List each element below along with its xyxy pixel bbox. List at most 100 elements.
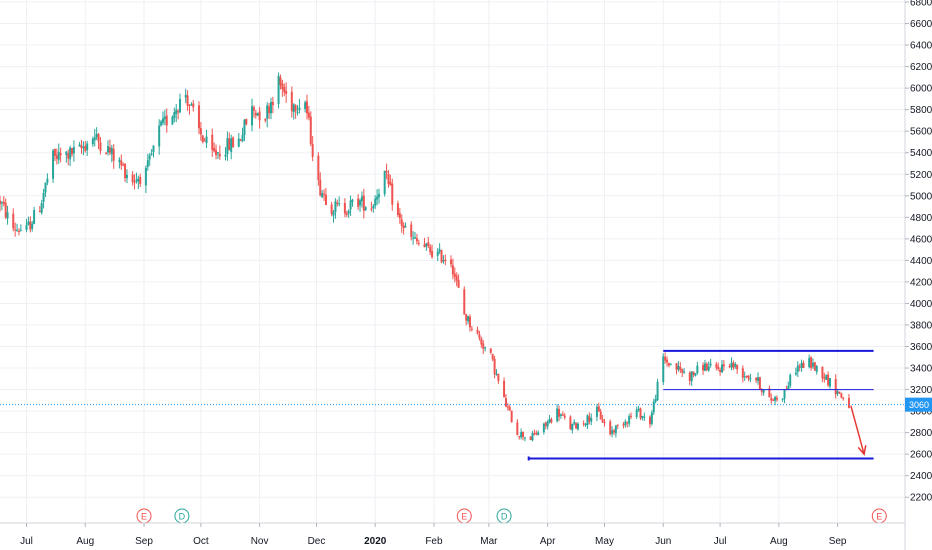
candle-body (290, 91, 293, 112)
candle-body (78, 144, 81, 147)
x-tick-label: Jul (714, 536, 727, 547)
candle-body (842, 397, 845, 399)
candle-body (796, 365, 799, 373)
candle-body (80, 145, 83, 149)
candle-body (491, 353, 494, 360)
candle-body (508, 406, 511, 411)
candle-body (25, 224, 28, 231)
candle-body (468, 316, 471, 328)
candle-body (643, 416, 646, 418)
y-tick-label: 3800 (910, 320, 932, 331)
candle-body (391, 183, 394, 205)
candle-body (548, 418, 551, 423)
candle-body (497, 373, 500, 381)
y-tick-label: 4000 (910, 299, 932, 310)
candle-body (14, 229, 17, 231)
candle-body (558, 409, 561, 417)
candle-body (840, 393, 843, 398)
candle-body (495, 373, 498, 376)
x-tick-label: Dec (308, 536, 326, 547)
candle-body (372, 206, 375, 209)
candle-body (762, 389, 765, 393)
candle-body (91, 138, 94, 145)
candle-body (556, 408, 559, 422)
candle-body (330, 204, 333, 214)
candle-body (732, 362, 735, 368)
candle-body (148, 155, 151, 160)
candle-body (277, 75, 280, 104)
candle-body (33, 210, 36, 225)
candle-body (72, 146, 75, 154)
candle-body (118, 159, 121, 162)
candle-body (400, 219, 403, 226)
candle-body (349, 200, 352, 210)
candle-body (584, 424, 587, 426)
candle-body (493, 358, 496, 375)
candle-body (476, 329, 479, 334)
candle-body (624, 421, 627, 426)
candle-body (343, 202, 346, 214)
candle-body (57, 151, 60, 160)
candle-body (535, 432, 538, 435)
candle-body (307, 112, 310, 118)
candle-body (31, 223, 34, 229)
candle-body (609, 421, 612, 435)
candle-body (478, 334, 481, 338)
candle-body (453, 273, 456, 277)
candle-body (781, 398, 784, 400)
y-tick-label: 6600 (910, 19, 932, 30)
candle-body (719, 369, 722, 373)
candle-body (506, 406, 509, 408)
candle-body (595, 406, 598, 417)
candle-body (112, 148, 115, 161)
candle-body (802, 362, 805, 368)
candle-body (425, 243, 428, 247)
candle-body (601, 419, 604, 423)
candle-body (825, 375, 828, 380)
candle-body (692, 371, 695, 375)
candle-body (745, 375, 748, 377)
candle-body (650, 412, 653, 424)
candle-body (783, 389, 786, 399)
candle-body (667, 363, 670, 366)
candle-body (415, 238, 418, 242)
candle-body (285, 90, 288, 94)
candle-body (144, 167, 147, 186)
candle-body (258, 111, 261, 121)
y-tick-label: 6200 (910, 62, 932, 73)
candle-body (345, 213, 348, 215)
event-marker-label: E (876, 512, 882, 522)
y-tick-label: 2200 (910, 493, 932, 504)
candle-body (736, 365, 739, 370)
candle-body (575, 423, 578, 429)
event-marker-label: E (141, 512, 147, 522)
candle-body (656, 381, 659, 400)
candle-body (503, 380, 506, 398)
candle-body (190, 104, 193, 106)
candle-body (319, 179, 322, 196)
candle-body (603, 422, 606, 424)
candle-body (82, 146, 85, 148)
candle-body (46, 178, 49, 183)
candle-body (364, 207, 367, 210)
candle-body (836, 391, 839, 394)
candle-body (65, 151, 68, 155)
candle-body (546, 421, 549, 427)
candle-body (516, 422, 519, 436)
y-tick-label: 5200 (910, 170, 932, 181)
candle-body (838, 391, 841, 394)
candle-body (27, 221, 30, 225)
y-tick-label: 2800 (910, 428, 932, 439)
candle-body (281, 83, 284, 90)
candle-body (480, 338, 483, 345)
candle-body (305, 101, 308, 114)
candle-body (124, 164, 127, 179)
candle-body (269, 102, 272, 114)
candle-body (243, 119, 246, 136)
candle-body (125, 174, 128, 179)
candle-body (213, 147, 216, 152)
candle-body (398, 213, 401, 219)
